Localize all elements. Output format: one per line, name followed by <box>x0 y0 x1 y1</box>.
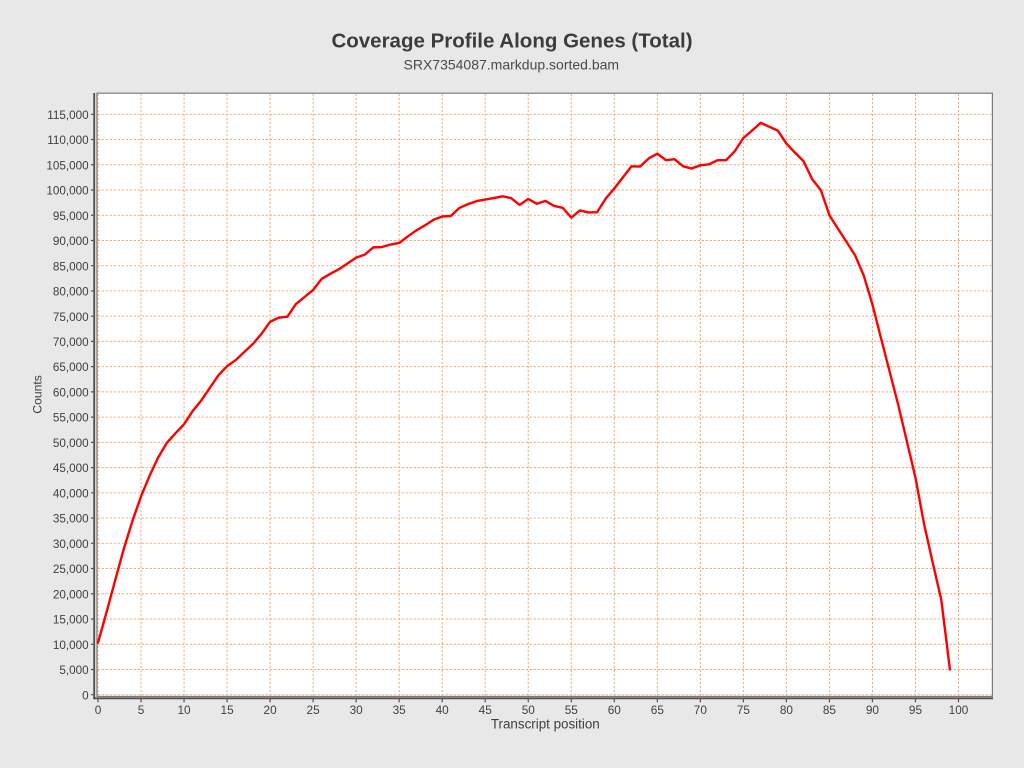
svg-text:55: 55 <box>565 703 579 717</box>
svg-text:5,000: 5,000 <box>59 664 89 677</box>
svg-text:95: 95 <box>909 703 923 717</box>
svg-text:45,000: 45,000 <box>53 462 89 475</box>
svg-text:15: 15 <box>221 703 235 717</box>
svg-text:45: 45 <box>479 703 493 717</box>
svg-text:Transcript position: Transcript position <box>491 716 600 731</box>
svg-text:105,000: 105,000 <box>46 159 89 172</box>
svg-text:10,000: 10,000 <box>53 639 89 652</box>
svg-text:60,000: 60,000 <box>53 387 89 400</box>
svg-text:115,000: 115,000 <box>47 109 89 122</box>
svg-text:Counts: Counts <box>30 375 44 414</box>
svg-text:0: 0 <box>95 703 102 717</box>
svg-text:90,000: 90,000 <box>53 235 89 248</box>
svg-text:Coverage Profile Along Genes (: Coverage Profile Along Genes (Total) <box>331 30 692 53</box>
svg-text:85: 85 <box>823 703 837 717</box>
svg-text:90: 90 <box>866 703 880 717</box>
svg-text:85,000: 85,000 <box>53 260 89 273</box>
svg-text:55,000: 55,000 <box>53 412 89 425</box>
svg-text:100,000: 100,000 <box>46 185 89 198</box>
svg-text:65,000: 65,000 <box>53 361 89 374</box>
svg-text:40,000: 40,000 <box>53 487 89 500</box>
svg-text:65: 65 <box>651 703 665 717</box>
svg-text:0: 0 <box>82 689 89 702</box>
svg-text:80: 80 <box>780 703 794 717</box>
svg-text:30,000: 30,000 <box>53 538 89 551</box>
svg-text:20: 20 <box>264 703 278 717</box>
svg-text:70,000: 70,000 <box>53 336 89 349</box>
svg-text:25: 25 <box>307 703 321 717</box>
svg-text:25,000: 25,000 <box>53 563 89 576</box>
svg-text:60: 60 <box>608 703 622 717</box>
svg-text:50,000: 50,000 <box>53 437 89 450</box>
svg-text:75,000: 75,000 <box>53 311 89 324</box>
svg-text:50: 50 <box>522 703 536 717</box>
svg-text:15,000: 15,000 <box>53 614 89 627</box>
svg-text:70: 70 <box>694 703 708 717</box>
svg-text:35: 35 <box>393 703 407 717</box>
svg-text:SRX7354087.markdup.sorted.bam: SRX7354087.markdup.sorted.bam <box>404 56 620 72</box>
svg-text:110,000: 110,000 <box>47 134 89 147</box>
svg-text:100: 100 <box>949 703 969 717</box>
svg-text:30: 30 <box>350 703 364 717</box>
svg-text:20,000: 20,000 <box>53 588 89 601</box>
svg-text:80,000: 80,000 <box>53 286 89 299</box>
svg-text:40: 40 <box>436 703 450 717</box>
svg-text:5: 5 <box>138 703 145 717</box>
svg-text:75: 75 <box>737 703 751 717</box>
svg-text:95,000: 95,000 <box>53 210 89 223</box>
svg-text:10: 10 <box>177 703 191 717</box>
svg-text:35,000: 35,000 <box>53 513 89 526</box>
